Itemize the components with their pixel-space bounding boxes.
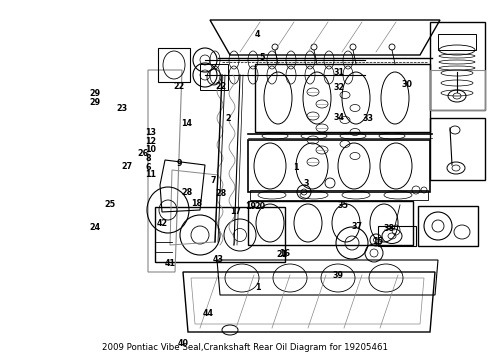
Text: 28: 28: [216, 189, 227, 198]
Text: 7: 7: [211, 176, 216, 185]
Text: 4: 4: [255, 30, 260, 39]
Text: 32: 32: [333, 83, 344, 92]
Text: 34: 34: [333, 112, 344, 122]
Bar: [158, 48, 190, 82]
Text: 44: 44: [203, 310, 214, 319]
Bar: [418, 206, 478, 246]
Text: 12: 12: [145, 137, 156, 146]
Text: 2009 Pontiac Vibe Seal,Crankshaft Rear Oil Diagram for 19205461: 2009 Pontiac Vibe Seal,Crankshaft Rear O…: [102, 343, 388, 352]
Bar: [255, 64, 430, 132]
Text: 10: 10: [145, 145, 156, 154]
Text: 29: 29: [90, 99, 101, 108]
Bar: [200, 64, 228, 90]
Text: 22: 22: [174, 82, 185, 91]
Bar: [430, 70, 485, 110]
Text: 6: 6: [145, 163, 150, 172]
Text: 24: 24: [90, 223, 101, 232]
Bar: [250, 190, 428, 200]
Bar: [248, 201, 413, 245]
Text: 26: 26: [137, 149, 148, 158]
Bar: [438, 34, 476, 50]
Text: 9: 9: [176, 159, 182, 168]
Bar: [430, 118, 485, 180]
Text: 16: 16: [279, 249, 290, 258]
Text: 30: 30: [401, 80, 412, 89]
Text: 23: 23: [116, 104, 127, 113]
Text: 42: 42: [157, 220, 168, 229]
Text: 33: 33: [363, 114, 373, 123]
Text: 37: 37: [352, 222, 363, 231]
Text: 18: 18: [191, 199, 202, 208]
Bar: [378, 226, 416, 246]
Text: 38: 38: [383, 224, 394, 233]
Text: 17: 17: [230, 207, 241, 216]
Text: 28: 28: [181, 188, 193, 197]
Text: 14: 14: [181, 119, 192, 128]
Text: 2: 2: [225, 114, 231, 123]
Text: 8: 8: [145, 154, 150, 163]
Text: 22: 22: [215, 82, 226, 91]
Text: 27: 27: [122, 162, 133, 171]
Text: 25: 25: [105, 200, 116, 209]
Text: 1: 1: [255, 284, 260, 292]
Text: 13: 13: [145, 129, 156, 138]
Text: 39: 39: [332, 271, 343, 280]
Text: 40: 40: [177, 339, 188, 348]
Text: 21: 21: [277, 250, 288, 259]
Text: 19: 19: [245, 202, 256, 211]
Text: 35: 35: [337, 201, 348, 210]
Text: 29: 29: [90, 89, 101, 98]
Text: 20: 20: [255, 202, 266, 211]
Bar: [248, 140, 430, 192]
Text: 31: 31: [333, 68, 344, 77]
Bar: [430, 22, 485, 110]
Text: 11: 11: [145, 170, 156, 179]
Text: 15: 15: [372, 238, 383, 247]
Text: 5: 5: [260, 53, 265, 62]
Bar: [155, 207, 285, 262]
Text: 43: 43: [213, 255, 224, 264]
Text: 1: 1: [293, 163, 298, 172]
Text: 3: 3: [304, 179, 309, 188]
Text: 41: 41: [165, 259, 176, 268]
